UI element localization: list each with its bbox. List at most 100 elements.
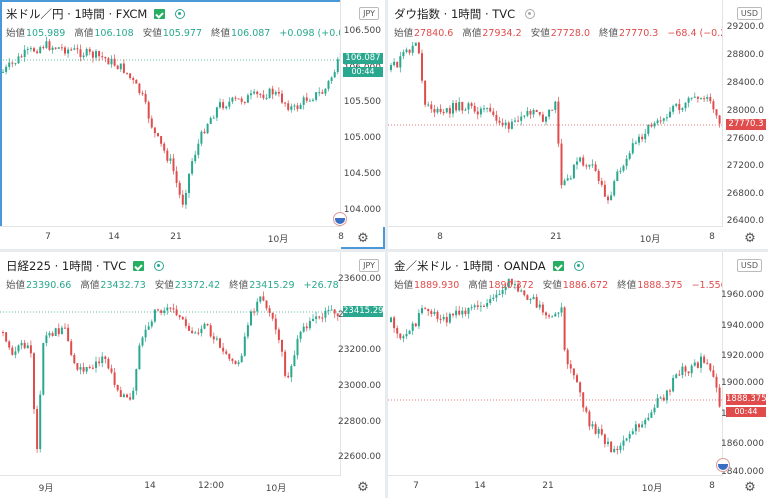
y-tick: 22800.00 [338,417,381,427]
time-axis[interactable]: 7 14 21 10月 8 [0,226,344,249]
settings-gear-icon[interactable]: ⚙ [744,480,756,495]
candle-body [399,56,402,68]
candle-body [634,424,637,432]
candle-body [157,309,159,311]
y-tick: 29200.0 [726,22,764,32]
candle-body [39,394,42,449]
y-tick: 26800.0 [726,189,764,199]
candle-body [473,305,476,308]
candle-body [129,73,132,78]
candle-body [107,58,110,65]
chart-pane-nikkei[interactable]: 日経225 · 1時間 · TVC 始値23390.66 高値23432.73 … [0,252,385,498]
candle-body [14,351,17,355]
candle-body [504,122,507,126]
candle-body [603,184,606,197]
currency-label[interactable]: JPY [359,259,379,272]
x-tick: 21 [550,232,562,242]
candle-body [455,310,458,316]
candle-body [110,58,113,65]
price-axis[interactable]: USD 29200.0 28800.0 28400.0 28000.0 2760… [722,0,768,227]
high-label: 高値 [468,280,488,291]
candle-body [209,325,212,337]
symbol-title[interactable]: 金／米ドル · 1時間 · OANDA [394,259,546,273]
time-axis[interactable]: 8 21 10月 8 [388,226,722,249]
candle-body [191,330,194,334]
candle-body [157,133,159,137]
candle-body [237,98,240,100]
candle-body [126,72,128,74]
candle-body [17,56,20,64]
candle-body [693,362,696,366]
candle-body [57,328,60,335]
symbol-title[interactable]: ダウ指数 · 1時間 · TVC [394,7,516,21]
price-axis[interactable]: JPY 106.500 106.000 105.500 105.000 104.… [340,0,385,227]
candle-body [203,131,206,134]
candle-body [421,53,423,81]
candle-body [222,347,225,352]
x-tick: 7 [413,481,419,491]
candle-body [23,49,26,58]
chart-pane-usdjpy[interactable]: 米ドル／円 · 1時間 · FXCM 始値105.989 高値106.108 安… [0,0,385,249]
candle-body [98,51,101,57]
candle-body [274,318,277,330]
candlestick-plot[interactable] [0,0,341,227]
candle-body [678,374,681,376]
currency-label[interactable]: JPY [359,7,379,20]
symbol-header: 日経225 · 1時間 · TVC [6,258,165,274]
chart-pane-gold[interactable]: 金／米ドル · 1時間 · OANDA 始値1889.930 高値1890.37… [388,252,768,498]
candle-body [703,98,706,100]
candle-body [653,407,656,413]
change-value: +0.098 (+0.09%) [279,28,364,39]
candle-body [424,80,427,105]
candle-body [616,171,619,182]
candle-body [479,305,482,307]
candlestick-plot[interactable] [0,252,341,476]
candle-body [579,382,582,393]
y-tick: 23200.00 [338,345,381,355]
candle-body [330,309,333,311]
candle-body [650,124,653,127]
candle-body [287,375,290,378]
x-tick: 7 [45,232,51,242]
candle-body [399,333,402,339]
candle-body [302,326,305,332]
settings-gear-icon[interactable]: ⚙ [357,480,369,495]
currency-label[interactable]: USD [736,7,762,20]
candle-body [188,173,190,193]
symbol-title[interactable]: 日経225 · 1時間 · TVC [6,259,127,273]
price-axis[interactable]: JPY 23600.00 23400.00 23200.00 23000.00 … [338,252,385,476]
time-axis[interactable]: 7 14 21 10月 8 [388,475,722,498]
symbol-title[interactable]: 米ドル／円 · 1時間 · FXCM [6,7,148,21]
candle-body [501,122,504,126]
candle-body [659,120,662,122]
candle-body [538,112,541,115]
candle-body [73,354,76,364]
y-tick: 1840.000 [721,467,764,477]
settings-gear-icon[interactable]: ⚙ [357,231,369,246]
candlestick-plot[interactable] [388,252,722,476]
y-tick: 28800.0 [726,50,764,60]
candle-body [613,448,616,452]
pane-divider[interactable] [0,249,768,252]
price-axis[interactable]: USD 1960.000 1940.000 1920.000 1900.000 … [721,252,768,477]
candle-body [507,278,510,287]
y-tick: 23600.00 [338,274,381,284]
candle-body [560,143,563,186]
change-value: −68.4 (−0.25%) [667,28,746,39]
candlestick-plot[interactable] [388,0,722,227]
high-value: 1890.372 [488,280,534,291]
candle-body [665,390,668,401]
candle-body [305,326,308,329]
candle-body [569,364,572,369]
candle-body [520,116,523,121]
chart-pane-dow[interactable]: ダウ指数 · 1時間 · TVC 始値27840.6 高値27934.2 安値2… [388,0,768,249]
time-axis[interactable]: 9月 14 12:00 10月 [0,475,341,498]
candle-body [64,327,66,329]
high-value: 106.108 [94,28,134,39]
candle-body [476,305,479,307]
candle-body [172,158,175,172]
candle-body [396,61,399,68]
settings-gear-icon[interactable]: ⚙ [744,231,756,246]
currency-label[interactable]: USD [736,259,762,272]
candle-body [240,355,243,363]
